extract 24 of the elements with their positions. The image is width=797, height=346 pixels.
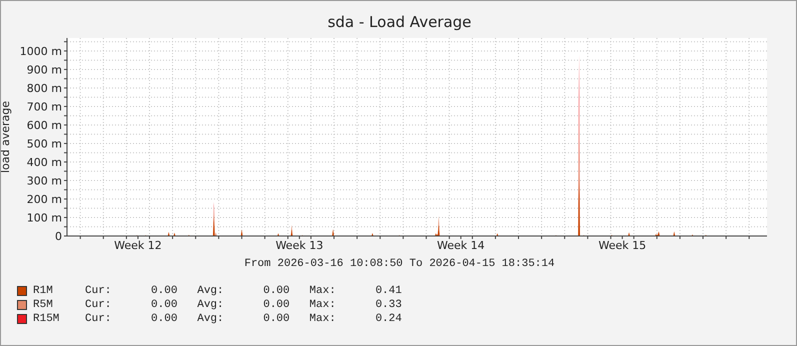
x-tick-label: Week 12 bbox=[114, 238, 162, 252]
y-tick-label: 500 m bbox=[26, 137, 62, 150]
text: From 2026-03-16 10:08:50 To 2026-04-15 18:35:14 bbox=[243, 258, 556, 270]
legend-label: R15M bbox=[33, 313, 60, 325]
y-axis-title: load average bbox=[0, 100, 12, 174]
legend-label: R5M bbox=[33, 299, 54, 311]
y-tick-label: 800 m bbox=[26, 82, 62, 95]
y-tick-label: 300 m bbox=[26, 174, 62, 188]
x-tick-label: Week 14 bbox=[437, 238, 485, 252]
text: Cur: 0.00 Avg: 0.00 Max: 0.41 bbox=[85, 285, 402, 297]
y-tick-label: 0 bbox=[55, 230, 62, 243]
x-tick-label: Week 15 bbox=[598, 238, 646, 252]
legend-label: R1M bbox=[33, 285, 54, 297]
y-tick-label: 900 m bbox=[26, 63, 62, 76]
y-tick-label: 700 m bbox=[26, 100, 62, 114]
y-tick-label: 200 m bbox=[26, 192, 62, 206]
text: Cur: 0.00 Avg: 0.00 Max: 0.24 bbox=[85, 313, 402, 325]
y-tick-label: 600 m bbox=[26, 118, 62, 132]
y-tick-label: 400 m bbox=[26, 156, 62, 169]
y-tick-label: 1000 m bbox=[20, 44, 62, 58]
y-tick-label: 100 m bbox=[26, 211, 62, 224]
text: Cur: 0.00 Avg: 0.00 Max: 0.33 bbox=[85, 299, 402, 311]
chart-title: sda - Load Average bbox=[326, 13, 472, 31]
x-tick-label: Week 13 bbox=[276, 238, 324, 252]
